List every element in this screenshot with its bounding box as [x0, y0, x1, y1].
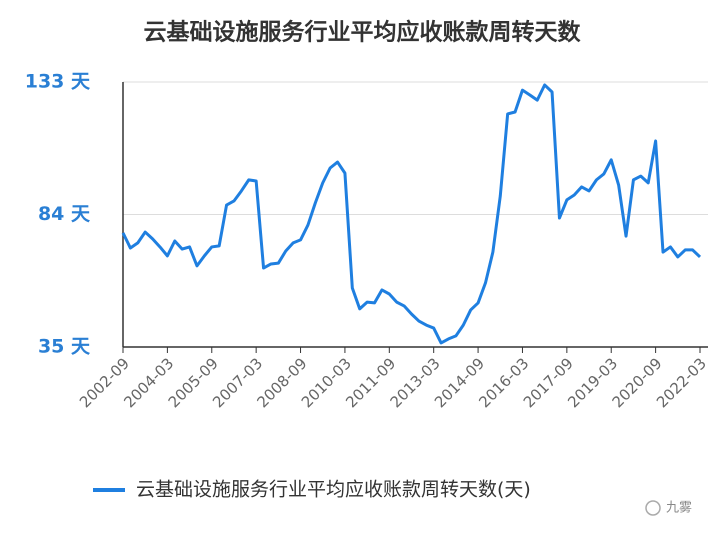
watermark-icon — [645, 500, 661, 516]
line-series — [121, 83, 702, 345]
y-tick-label: 133 天 — [25, 71, 91, 93]
watermark: 九雾 — [666, 501, 692, 516]
chart-title: 云基础设施服务行业平均应收账款周转天数 — [144, 19, 582, 46]
y-tick-label: 35 天 — [38, 336, 91, 358]
y-tick-label: 84 天 — [38, 203, 91, 225]
x-tick-label: 2022-03 — [653, 354, 710, 411]
legend-label: 云基础设施服务行业平均应收账款周转天数(天) — [136, 479, 531, 501]
